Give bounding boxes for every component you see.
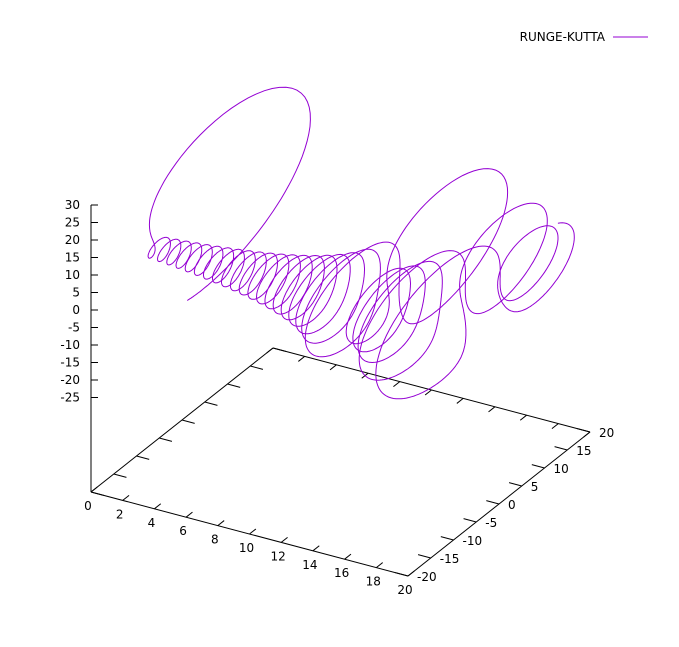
x-tick-mark: [185, 511, 193, 518]
legend-entry-label: RUNGE-KUTTA: [520, 30, 606, 44]
z-tick-label: 30: [65, 198, 80, 212]
y-tick-mark-back: [181, 419, 195, 424]
x-tick-mark-back: [519, 414, 527, 421]
z-tick-label: -25: [60, 391, 80, 405]
x-tick-label: 8: [211, 533, 219, 547]
y-tick-label: 15: [576, 444, 591, 458]
y-tick-mark: [554, 446, 568, 451]
y-tick-mark-back: [136, 455, 150, 460]
x-tick-mark: [312, 545, 320, 552]
y-tick-mark-back: [113, 473, 127, 478]
x-tick-mark-back: [298, 356, 306, 362]
z-tick-label: -20: [60, 373, 80, 387]
x-tick-label: 0: [84, 499, 92, 513]
y-tick-label: -10: [463, 534, 483, 548]
x-tick-label: 4: [148, 516, 156, 530]
x-tick-mark: [217, 520, 225, 526]
y-tick-label: -15: [440, 552, 460, 566]
y-tick-mark: [440, 536, 454, 541]
x-tick-mark-back: [551, 423, 559, 430]
y-tick-mark-back: [272, 347, 286, 352]
x-tick-mark-back: [266, 347, 274, 354]
x-tick-mark: [90, 486, 98, 493]
z-tick-label: 25: [65, 216, 80, 230]
x-tick-mark: [249, 528, 257, 535]
x-axis-ticks: 0 2 4 6 8 10 12 14 16 18 20: [84, 347, 591, 597]
legend: RUNGE-KUTTA: [520, 30, 648, 44]
y-tick-label: 5: [531, 480, 539, 494]
y-tick-label: -20: [417, 570, 437, 584]
y-tick-label: -5: [485, 516, 497, 530]
y-tick-mark: [577, 428, 591, 433]
z-tick-label: -5: [68, 321, 80, 335]
x-tick-mark-back: [329, 364, 337, 371]
x-tick-label: 2: [116, 507, 124, 521]
x-tick-mark: [344, 553, 352, 560]
y-tick-mark-back: [204, 401, 218, 406]
x-tick-mark: [154, 503, 162, 510]
x-tick-label: 16: [334, 566, 349, 580]
x-tick-label: 6: [179, 524, 187, 538]
x-tick-mark: [122, 494, 130, 501]
y-tick-mark-back: [250, 365, 264, 370]
y-tick-label: 20: [599, 426, 614, 440]
y-tick-label: 10: [554, 462, 569, 476]
x-tick-mark-back: [488, 406, 496, 413]
x-tick-label: 14: [302, 558, 317, 572]
y-tick-mark: [395, 572, 409, 577]
z-tick-label: 20: [65, 233, 80, 247]
x-tick-mark: [375, 562, 383, 568]
x-tick-label: 18: [366, 575, 381, 589]
x-tick-label: 20: [397, 583, 412, 597]
z-tick-label: 5: [72, 286, 80, 300]
x-tick-mark: [280, 536, 288, 543]
x-tick-mark-back: [583, 431, 591, 438]
y-tick-mark-back: [159, 437, 173, 442]
z-tick-label: -10: [60, 338, 80, 352]
series-line-runge-kutta: [147, 86, 575, 400]
x-tick-mark: [407, 570, 415, 577]
x-tick-mark-back: [393, 381, 401, 388]
y-tick-mark: [486, 500, 500, 505]
y-tick-mark-back: [90, 491, 104, 496]
x-tick-label: 12: [271, 549, 286, 563]
axes-group: [90, 205, 591, 577]
z-tick-label: 0: [72, 303, 80, 317]
z-tick-label: 15: [65, 251, 80, 265]
x-tick-mark-back: [424, 389, 432, 396]
y-tick-label: 0: [508, 498, 516, 512]
y-tick-mark: [531, 464, 545, 469]
y-axis-ticks: -20-15-10-5 0 5 10 15 20: [90, 347, 614, 584]
y-tick-mark: [417, 554, 431, 559]
x-tick-mark-back: [456, 398, 464, 404]
y-tick-mark-back: [227, 383, 241, 388]
y-tick-mark: [508, 482, 522, 487]
y-tick-mark: [463, 518, 477, 523]
z-tick-label: -15: [60, 356, 80, 370]
x-tick-label: 10: [239, 541, 254, 555]
z-tick-label: 10: [65, 268, 80, 282]
z-axis-ticks: 30 25 20 15 10 5 0 -5 -10 -15 -20 -25: [60, 198, 98, 405]
